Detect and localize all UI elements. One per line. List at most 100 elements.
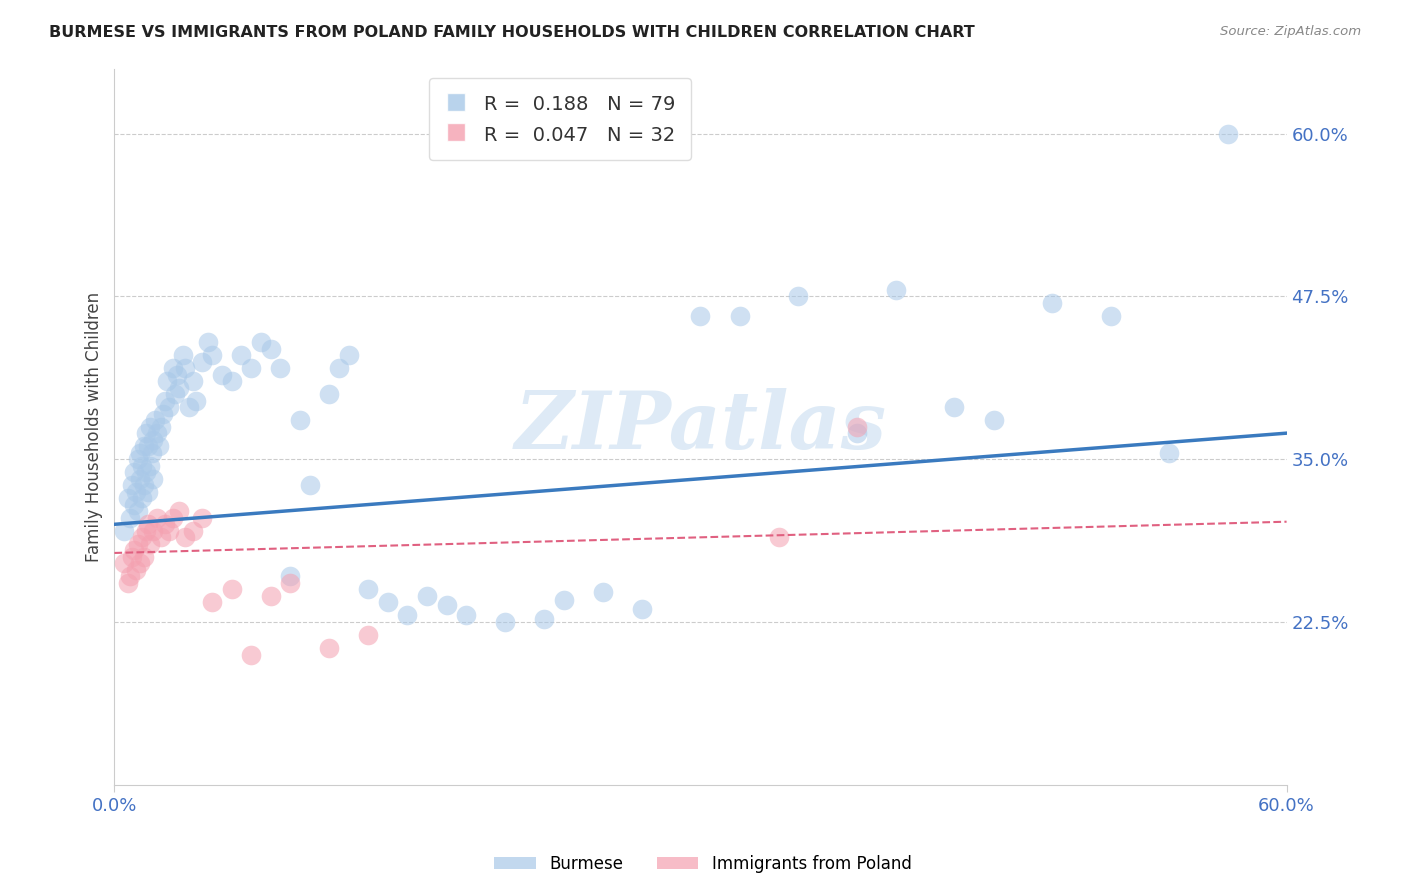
- Point: [173, 361, 195, 376]
- Point: [125, 484, 148, 499]
- Point: [132, 439, 155, 453]
- Point: [197, 334, 219, 349]
- Point: [138, 537, 160, 551]
- Point: [231, 348, 253, 362]
- Point: [117, 575, 139, 590]
- Point: [269, 361, 291, 376]
- Point: [278, 569, 301, 583]
- Point: [533, 612, 555, 626]
- Point: [553, 592, 575, 607]
- Point: [201, 595, 224, 609]
- Point: [131, 491, 153, 506]
- Point: [592, 585, 614, 599]
- Point: [357, 628, 380, 642]
- Point: [156, 374, 179, 388]
- Point: [142, 433, 165, 447]
- Point: [240, 648, 263, 662]
- Point: [121, 549, 143, 564]
- Legend: Burmese, Immigrants from Poland: Burmese, Immigrants from Poland: [488, 848, 918, 880]
- Point: [141, 445, 163, 459]
- Point: [166, 368, 188, 382]
- Point: [131, 530, 153, 544]
- Point: [454, 608, 477, 623]
- Point: [167, 380, 190, 394]
- Point: [128, 557, 150, 571]
- Text: ZIPatlas: ZIPatlas: [515, 388, 887, 466]
- Point: [191, 510, 214, 524]
- Point: [157, 524, 180, 538]
- Point: [181, 374, 204, 388]
- Point: [845, 419, 868, 434]
- Point: [117, 491, 139, 506]
- Point: [845, 426, 868, 441]
- Point: [221, 582, 243, 597]
- Point: [631, 602, 654, 616]
- Point: [132, 549, 155, 564]
- Point: [135, 465, 157, 479]
- Point: [152, 407, 174, 421]
- Point: [186, 393, 208, 408]
- Point: [131, 458, 153, 473]
- Point: [191, 354, 214, 368]
- Point: [318, 387, 340, 401]
- Point: [884, 283, 907, 297]
- Point: [142, 472, 165, 486]
- Point: [172, 348, 194, 362]
- Point: [357, 582, 380, 597]
- Point: [328, 361, 350, 376]
- Point: [768, 530, 790, 544]
- Point: [127, 452, 149, 467]
- Point: [337, 348, 360, 362]
- Point: [201, 348, 224, 362]
- Point: [118, 510, 141, 524]
- Point: [181, 524, 204, 538]
- Point: [167, 504, 190, 518]
- Point: [127, 504, 149, 518]
- Point: [145, 413, 167, 427]
- Point: [136, 517, 159, 532]
- Point: [162, 361, 184, 376]
- Point: [1099, 309, 1122, 323]
- Point: [1040, 296, 1063, 310]
- Point: [112, 557, 135, 571]
- Point: [118, 569, 141, 583]
- Point: [416, 589, 439, 603]
- Point: [122, 465, 145, 479]
- Point: [135, 524, 157, 538]
- Point: [211, 368, 233, 382]
- Point: [122, 498, 145, 512]
- Point: [983, 413, 1005, 427]
- Point: [177, 400, 200, 414]
- Point: [136, 439, 159, 453]
- Point: [128, 472, 150, 486]
- Point: [132, 478, 155, 492]
- Point: [155, 517, 177, 532]
- Point: [298, 478, 321, 492]
- Point: [128, 445, 150, 459]
- Point: [728, 309, 751, 323]
- Point: [112, 524, 135, 538]
- Point: [943, 400, 966, 414]
- Point: [787, 289, 810, 303]
- Point: [138, 458, 160, 473]
- Point: [150, 530, 173, 544]
- Point: [135, 426, 157, 441]
- Point: [127, 537, 149, 551]
- Point: [150, 419, 173, 434]
- Point: [142, 524, 165, 538]
- Y-axis label: Family Households with Children: Family Households with Children: [86, 292, 103, 562]
- Point: [121, 478, 143, 492]
- Point: [138, 419, 160, 434]
- Point: [288, 413, 311, 427]
- Point: [146, 426, 169, 441]
- Point: [221, 374, 243, 388]
- Point: [157, 400, 180, 414]
- Point: [173, 530, 195, 544]
- Point: [163, 387, 186, 401]
- Point: [278, 575, 301, 590]
- Point: [260, 342, 283, 356]
- Point: [148, 439, 170, 453]
- Point: [494, 615, 516, 629]
- Point: [240, 361, 263, 376]
- Legend: R =  0.188   N = 79, R =  0.047   N = 32: R = 0.188 N = 79, R = 0.047 N = 32: [429, 78, 690, 161]
